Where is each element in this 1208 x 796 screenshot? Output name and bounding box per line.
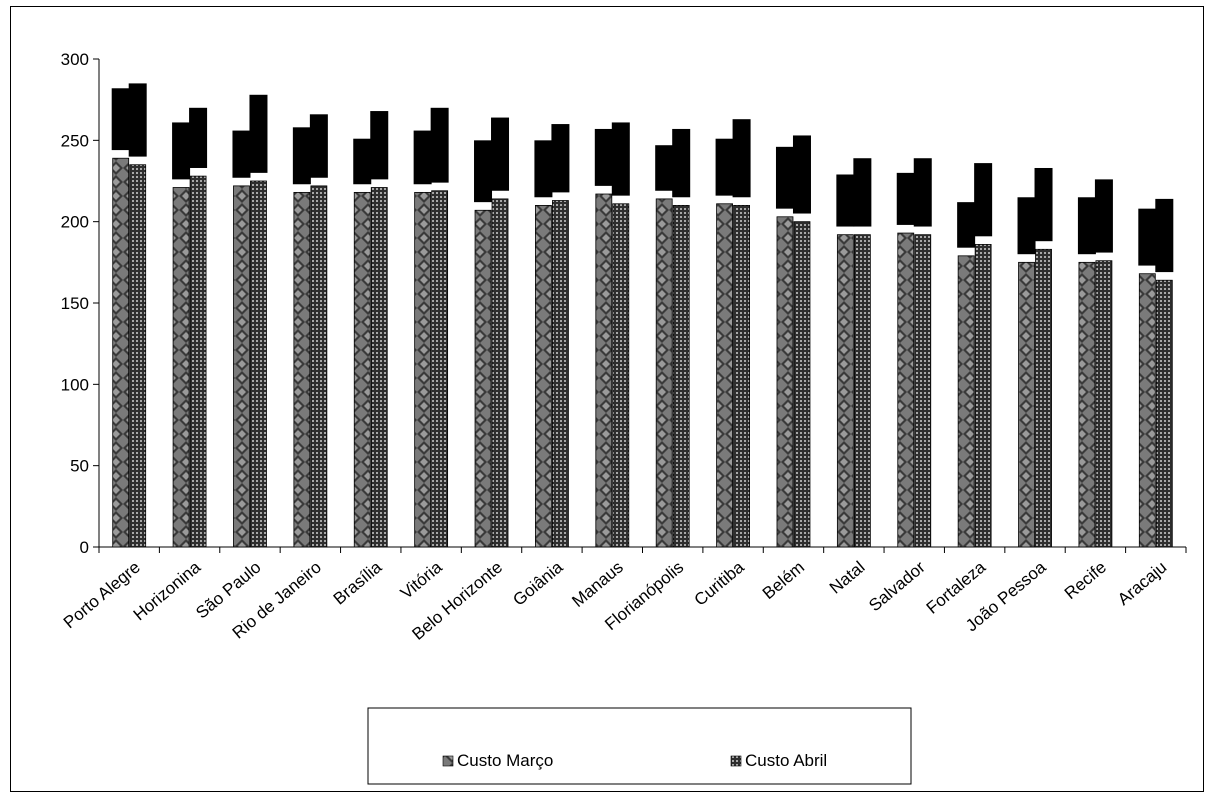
bar-marco <box>474 209 492 548</box>
x-category-label: Vitória <box>397 557 446 603</box>
legend-label-abril: Custo Abril <box>745 751 827 770</box>
y-tick-label: 250 <box>61 131 89 150</box>
bar-marco <box>1018 261 1035 548</box>
bar-cap-abril <box>249 94 268 173</box>
bar-cap-abril <box>128 83 147 157</box>
legend-swatch-marco <box>442 755 454 767</box>
bar-cap-abril <box>853 158 872 227</box>
bar-cap-abril <box>309 114 328 178</box>
x-category-label: Manaus <box>568 558 627 611</box>
bar-cap-marco <box>413 130 432 185</box>
bar-marco <box>716 203 733 548</box>
bar-abril <box>793 221 811 548</box>
bar-cap-marco <box>896 172 915 225</box>
x-category-label: Porto Alegre <box>60 558 144 633</box>
bar-cap-abril <box>732 119 751 198</box>
bar-cap-abril <box>1094 179 1113 253</box>
bar-cap-abril <box>370 111 389 180</box>
x-category-label: Belém <box>759 558 808 604</box>
bar-cap-marco <box>775 146 794 209</box>
x-category-label: Goiânia <box>509 557 567 610</box>
bar-abril <box>370 187 388 548</box>
bar-cap-marco <box>172 122 191 180</box>
bar-cap-marco <box>836 174 855 227</box>
bar-marco <box>1138 273 1156 548</box>
bar-chart: 0 50 100 150 200 250 300 Porto AlegreHorizonin… <box>60 50 1187 785</box>
y-tick-label: 0 <box>80 538 89 557</box>
bar-cap-marco <box>1138 208 1157 266</box>
bar-marco <box>233 185 250 548</box>
bar-abril <box>1095 260 1113 548</box>
bar-cap-abril <box>611 122 630 196</box>
bar-marco <box>414 191 432 548</box>
bar-marco <box>836 234 854 548</box>
bar-marco <box>293 191 311 548</box>
bar-cap-abril <box>672 128 691 198</box>
x-category-label: Curitiba <box>691 557 749 610</box>
bar-cap-abril <box>551 124 570 193</box>
x-category-label: Aracaju <box>1114 558 1170 610</box>
bar-abril <box>672 204 690 548</box>
bar-cap-abril <box>430 107 449 183</box>
bar-abril <box>189 175 207 548</box>
bar-cap-marco <box>594 128 613 186</box>
legend-swatch-abril <box>730 755 742 767</box>
bar-cap-marco <box>957 202 976 248</box>
bar-cap-marco <box>111 88 130 151</box>
bar-cap-marco <box>353 138 372 185</box>
bar-marco <box>353 191 371 548</box>
y-tick-label: 300 <box>61 50 89 69</box>
x-category-label: Recife <box>1061 558 1110 604</box>
bar-cap-abril <box>1034 167 1053 242</box>
x-category-label: Horizonina <box>130 557 205 624</box>
y-tick-label: 100 <box>61 375 89 394</box>
bar-abril <box>250 180 267 548</box>
bar-abril <box>914 234 932 548</box>
bar-marco <box>595 193 613 548</box>
bar-cap-marco <box>292 127 311 185</box>
bar-cap-marco <box>232 130 251 178</box>
y-tick-label: 50 <box>70 457 89 476</box>
bar-abril <box>129 164 147 548</box>
bar-cap-abril <box>913 158 932 227</box>
bar-marco <box>655 198 673 548</box>
bar-abril <box>310 185 328 548</box>
bar-cap-marco <box>1077 197 1096 255</box>
bar-cap-marco <box>715 138 734 196</box>
legend: Custo Março Custo Abril <box>367 707 912 785</box>
bar-cap-abril <box>792 135 811 214</box>
bar-abril <box>612 203 630 548</box>
bar-abril <box>1035 248 1052 548</box>
bar-cap-abril <box>974 163 993 237</box>
bar-abril <box>552 200 569 548</box>
bar-abril <box>1155 279 1173 548</box>
bar-cap-marco <box>1017 197 1036 255</box>
bar-marco <box>1078 261 1096 548</box>
x-category-label: Brasília <box>330 557 386 608</box>
bar-abril <box>974 244 992 548</box>
bar-marco <box>112 157 130 548</box>
bar-abril <box>853 234 871 548</box>
bar-abril <box>733 204 750 548</box>
legend-box <box>367 707 912 785</box>
legend-label-marco: Custo Março <box>457 751 553 770</box>
bar-marco <box>172 187 190 548</box>
x-category-label: Natal <box>826 558 869 598</box>
bar-abril <box>431 190 449 548</box>
chart-area: 0 50 100 150 200 250 300 Porto Alegre Horizonin… <box>10 6 1204 792</box>
bar-marco <box>776 216 794 548</box>
x-category-label: Salvador <box>865 557 929 615</box>
bar-abril <box>491 198 509 548</box>
bar-marco <box>957 255 975 548</box>
bar-cap-marco <box>474 140 493 203</box>
y-tick-label: 200 <box>61 213 89 232</box>
bar-marco <box>535 204 552 548</box>
bar-cap-marco <box>655 145 674 191</box>
bar-cap-abril <box>491 117 510 191</box>
bar-cap-abril <box>189 107 208 168</box>
bar-cap-marco <box>534 140 553 198</box>
y-tick-label: 150 <box>61 294 89 313</box>
bar-cap-abril <box>1155 198 1174 273</box>
bar-marco <box>897 232 915 548</box>
